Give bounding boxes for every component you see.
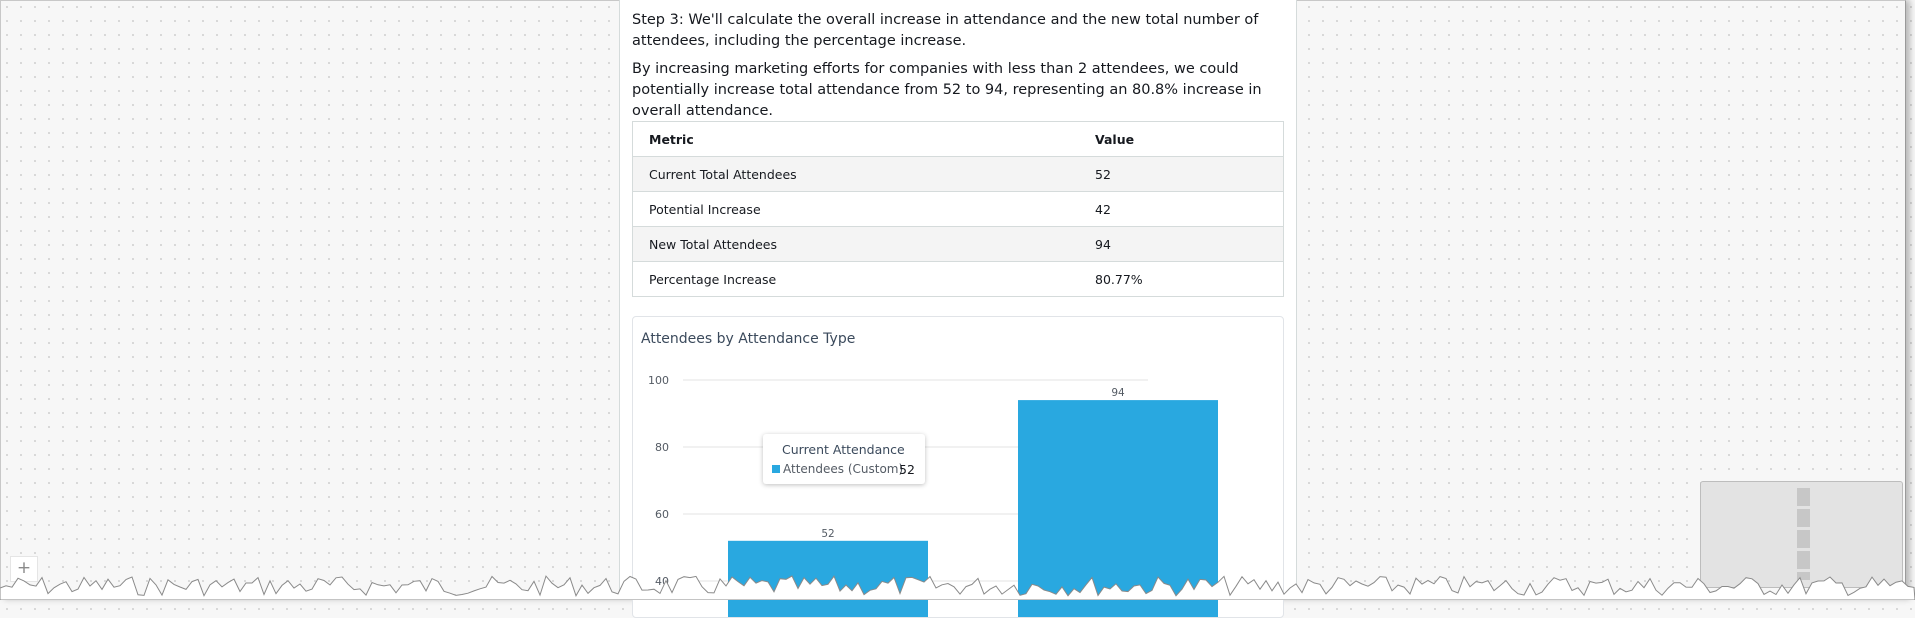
metric-cell: New Total Attendees	[632, 226, 1079, 262]
column-header-value: Value	[1079, 121, 1284, 157]
tooltip-title: Current Attendance	[782, 442, 905, 457]
table-row: Percentage Increase 80.77%	[632, 261, 1284, 297]
metric-cell: Current Total Attendees	[632, 156, 1079, 192]
metric-cell: Percentage Increase	[632, 261, 1079, 297]
document-panel: Step 3: We'll calculate the overall incr…	[619, 0, 1297, 618]
value-cell: 94	[1079, 226, 1284, 262]
y-tick-label: 60	[655, 508, 669, 521]
tooltip-series-name: Attendees (Custom)	[783, 462, 904, 476]
table-header-row: Metric Value	[632, 121, 1284, 157]
step3-text: Step 3: We'll calculate the overall incr…	[632, 12, 1259, 49]
data-label: 94	[1111, 387, 1125, 399]
column-header-metric: Metric	[632, 121, 1079, 157]
table-row: Potential Increase 42	[632, 191, 1284, 227]
value-cell: 52	[1079, 156, 1284, 192]
tooltip-value: 52	[899, 462, 915, 477]
table-row: New Total Attendees 94	[632, 226, 1284, 262]
metric-cell: Potential Increase	[632, 191, 1079, 227]
torn-paper-edge	[0, 575, 1915, 600]
y-tick-label: 80	[655, 441, 669, 454]
value-cell: 80.77%	[1079, 261, 1284, 297]
minimap[interactable]	[1700, 481, 1903, 588]
data-label: 52	[821, 528, 834, 540]
y-tick-label: 100	[648, 374, 669, 387]
chart-tooltip: Current Attendance Attendees (Custom) 52	[763, 434, 925, 484]
tooltip-series-swatch	[772, 465, 780, 473]
chart-card: Attendees by Attendance Type 40 60 80 100 52…	[632, 316, 1284, 618]
add-button[interactable]: +	[10, 556, 38, 582]
value-cell: 42	[1079, 191, 1284, 227]
chart-title: Attendees by Attendance Type	[641, 331, 856, 347]
minimap-viewport-strip[interactable]	[1797, 488, 1810, 580]
plus-icon: +	[16, 558, 32, 578]
bar-potential[interactable]	[1018, 400, 1218, 617]
summary-text: By increasing marketing efforts for comp…	[632, 61, 1262, 119]
table-row: Current Total Attendees 52	[632, 156, 1284, 192]
metrics-table: Metric Value Current Total Attendees 52 …	[632, 121, 1284, 297]
